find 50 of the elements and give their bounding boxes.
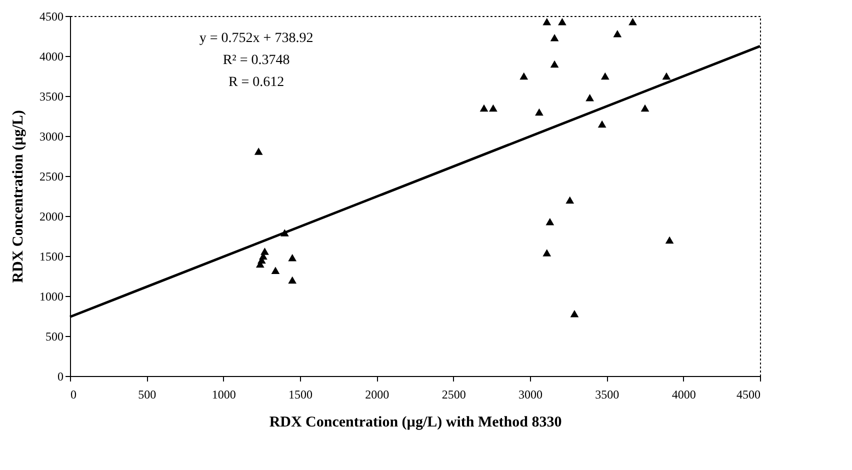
y-tick-label: 2500 — [40, 170, 64, 184]
y-axis-title: RDX Concentration (µg/L) — [10, 110, 26, 283]
point — [558, 18, 566, 26]
x-tick-label: 1000 — [212, 388, 236, 402]
point — [271, 266, 280, 274]
y-tick-label: 3000 — [40, 130, 64, 144]
point — [566, 196, 574, 204]
y-tick-label: 0 — [58, 370, 64, 384]
y-tick-label: 1000 — [40, 290, 64, 304]
x-tick-label: 2500 — [442, 388, 466, 402]
x-tick-label: 500 — [138, 388, 156, 402]
point — [535, 108, 544, 116]
y-tick-label: 1500 — [40, 250, 64, 264]
y-tick-label: 2000 — [40, 210, 64, 224]
point — [254, 148, 263, 155]
point — [600, 72, 610, 80]
point — [542, 18, 552, 26]
point — [260, 248, 269, 255]
x-tick-label: 1500 — [288, 388, 312, 402]
y-tick-label: 500 — [46, 330, 64, 344]
point — [586, 94, 594, 102]
point — [598, 120, 606, 128]
point — [288, 276, 297, 284]
y-tick-label: 3500 — [40, 90, 64, 104]
point — [628, 18, 637, 26]
x-tick-label: 3500 — [595, 388, 620, 402]
point — [542, 249, 552, 256]
y-tick-label: 4000 — [40, 50, 64, 64]
x-tick-label: 0 — [70, 388, 76, 402]
point — [480, 104, 488, 112]
y-tick-label: 4500 — [40, 10, 64, 24]
annotation: y = 0.752x + 738.92 — [199, 31, 314, 46]
annotation: R = 0.612 — [228, 75, 284, 90]
point — [640, 104, 650, 112]
x-tick-label: 4500 — [736, 388, 760, 402]
point — [570, 310, 579, 318]
point — [520, 72, 528, 80]
point — [546, 218, 554, 226]
point — [550, 34, 559, 42]
x-tick-label: 4000 — [672, 388, 696, 402]
point — [489, 104, 498, 112]
point — [665, 236, 674, 244]
point — [613, 30, 622, 38]
point — [288, 254, 297, 262]
x-axis-title: RDX Concentration (µg/L) with Method 8330 — [269, 414, 562, 430]
x-tick-label: 2000 — [365, 388, 390, 402]
x-tick-label: 3000 — [518, 388, 542, 402]
point — [550, 60, 559, 68]
point — [662, 72, 671, 80]
annotation: R² = 0.3748 — [222, 53, 290, 68]
